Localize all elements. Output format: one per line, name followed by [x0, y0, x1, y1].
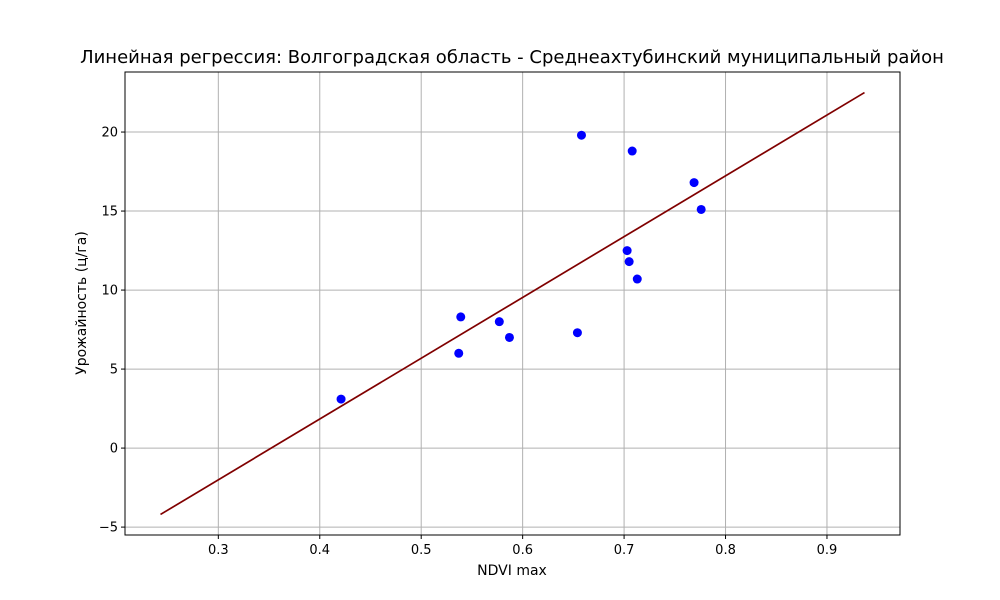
- x-tick-label: 0.3: [208, 543, 229, 558]
- y-tick-label: 10: [101, 284, 118, 299]
- regression-line: [160, 91, 865, 516]
- x-axis-label: NDVI max: [477, 563, 547, 579]
- data-point: [696, 204, 706, 214]
- data-point: [632, 274, 642, 284]
- y-tick-label: 20: [101, 126, 118, 141]
- x-tick-label: 0.7: [614, 543, 635, 558]
- grid-layer: [125, 72, 900, 535]
- data-point: [336, 394, 346, 404]
- x-tick-label: 0.9: [817, 543, 838, 558]
- y-axis-label: Урожайность (ц/га): [74, 231, 90, 375]
- data-point: [576, 130, 586, 140]
- chart-title: Линейная регрессия: Волгоградская област…: [80, 47, 944, 68]
- regression-layer: [160, 91, 865, 516]
- y-tick-label: 0: [110, 442, 118, 457]
- y-tick-label: 15: [101, 205, 118, 220]
- data-point: [504, 332, 514, 342]
- axes-frame: [124, 71, 901, 536]
- x-tick-label: 0.6: [512, 543, 533, 558]
- x-tick-label: 0.4: [309, 543, 330, 558]
- data-point: [622, 246, 632, 256]
- x-tick-label: 0.8: [715, 543, 736, 558]
- data-point: [624, 257, 634, 267]
- data-point: [494, 317, 504, 327]
- y-tick-label: 5: [110, 363, 118, 378]
- data-point: [572, 328, 582, 338]
- data-point: [454, 348, 464, 358]
- data-point: [456, 312, 466, 322]
- x-tick-label: 0.5: [411, 543, 432, 558]
- data-point: [689, 178, 699, 188]
- y-tick-label: −5: [99, 521, 118, 536]
- points-layer: [336, 130, 706, 404]
- tick-layer: 0.3 0.4 0.5 0.6 0.7 0.8 0.9 −5 0 5 10 15 20: [99, 126, 837, 558]
- data-point: [627, 146, 637, 156]
